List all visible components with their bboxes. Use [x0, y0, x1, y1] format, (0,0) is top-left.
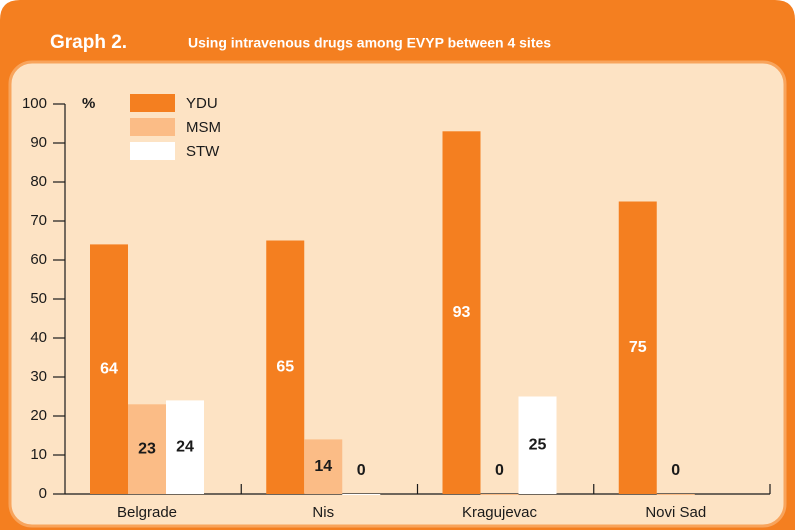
data-label: 0	[495, 462, 504, 479]
x-tick-label: Kragujevac	[462, 504, 538, 521]
data-label: 65	[276, 358, 294, 375]
chart-subtitle: Using intravenous drugs among EVYP betwe…	[188, 35, 551, 51]
data-label: 23	[138, 440, 156, 457]
data-label: 14	[314, 458, 332, 475]
data-label: 93	[453, 304, 471, 321]
y-tick-label: 50	[30, 290, 47, 307]
bar	[518, 396, 557, 494]
legend-label: STW	[186, 143, 220, 160]
chart-title: Graph 2.	[50, 32, 127, 53]
y-axis-label: %	[82, 95, 95, 112]
legend-swatch	[130, 118, 175, 136]
bar	[618, 201, 657, 494]
y-tick-label: 30	[30, 368, 47, 385]
bar	[304, 439, 343, 494]
y-tick-label: 80	[30, 173, 47, 190]
y-tick-label: 100	[22, 95, 47, 112]
bar	[166, 400, 204, 494]
bar	[480, 494, 519, 495]
data-label: 0	[671, 462, 680, 479]
data-label: 75	[629, 339, 647, 356]
y-tick-label: 60	[30, 251, 47, 268]
data-label: 24	[176, 438, 194, 455]
x-tick-label: Belgrade	[117, 504, 177, 521]
x-tick-label: Nis	[312, 504, 334, 521]
y-tick-label: 10	[30, 446, 47, 463]
y-tick-label: 70	[30, 212, 47, 229]
y-tick-label: 90	[30, 134, 47, 151]
bar	[442, 131, 481, 495]
legend-swatch	[130, 94, 175, 112]
y-tick-label: 40	[30, 329, 47, 346]
legend-label: MSM	[186, 119, 221, 136]
bar	[342, 494, 381, 495]
bar	[656, 494, 695, 495]
data-label: 0	[357, 462, 366, 479]
bar	[90, 244, 128, 494]
bar	[266, 240, 305, 494]
legend-swatch	[130, 142, 175, 160]
data-label: 25	[529, 436, 547, 453]
x-tick-label: Novi Sad	[645, 504, 706, 521]
y-tick-label: 20	[30, 407, 47, 424]
bar	[128, 404, 166, 494]
legend-label: YDU	[186, 95, 218, 112]
y-tick-label: 0	[39, 485, 47, 502]
data-label: 64	[100, 360, 118, 377]
